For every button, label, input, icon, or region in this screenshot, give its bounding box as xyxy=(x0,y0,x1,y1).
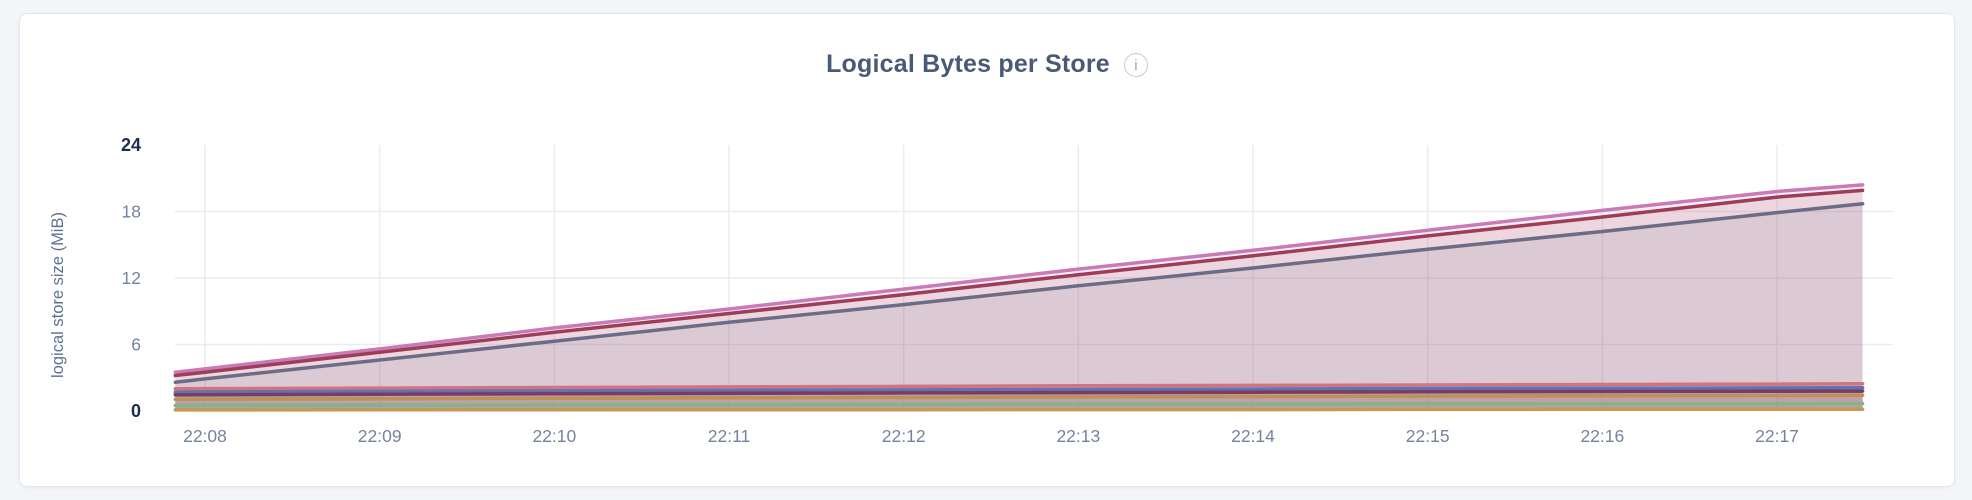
chart-title: Logical Bytes per Store xyxy=(826,50,1110,78)
x-tick-label: 22:15 xyxy=(1406,426,1450,446)
series-line-store-plum xyxy=(173,389,1865,397)
series-line-store-pink xyxy=(173,183,1865,374)
series-line-store-slate xyxy=(173,201,1865,384)
series-layer xyxy=(173,183,1865,412)
series-line-store-crimson xyxy=(173,188,1865,378)
chart-header: Logical Bytes per Store i xyxy=(20,50,1954,79)
series-line-store-indigo xyxy=(173,385,1865,394)
y-tick-label: 6 xyxy=(131,335,141,355)
y-axis-title: logical store size (MiB) xyxy=(49,212,67,378)
series-line-store-green xyxy=(173,401,1865,408)
series-area-store-crimson xyxy=(175,190,1863,411)
x-tick-label: 22:13 xyxy=(1056,426,1100,446)
y-tick-label: 18 xyxy=(122,202,141,222)
x-tick-label: 22:08 xyxy=(183,426,227,446)
x-tick-label: 22:12 xyxy=(882,426,926,446)
series-area-store-pink xyxy=(175,184,1863,411)
x-tick-label: 22:11 xyxy=(708,426,751,446)
x-tick-label: 22:16 xyxy=(1580,426,1624,446)
x-tick-label: 22:09 xyxy=(358,426,402,446)
series-line-store-gold xyxy=(173,407,1865,412)
series-line-store-rose xyxy=(173,382,1865,391)
y-tick-label: 0 xyxy=(131,401,141,421)
x-tick-label: 22:17 xyxy=(1755,426,1799,446)
x-tick-label: 22:10 xyxy=(532,426,576,446)
axis-labels: logical store size (MiB) 22:08 22:09 22:10… xyxy=(49,135,1799,446)
x-tick-label: 22:14 xyxy=(1231,426,1275,446)
info-icon[interactable]: i xyxy=(1123,52,1148,77)
series-line-store-camel xyxy=(173,393,1865,402)
y-tick-label: 24 xyxy=(121,135,141,155)
y-tick-label: 12 xyxy=(122,268,141,288)
series-area-store-slate xyxy=(175,203,1863,411)
